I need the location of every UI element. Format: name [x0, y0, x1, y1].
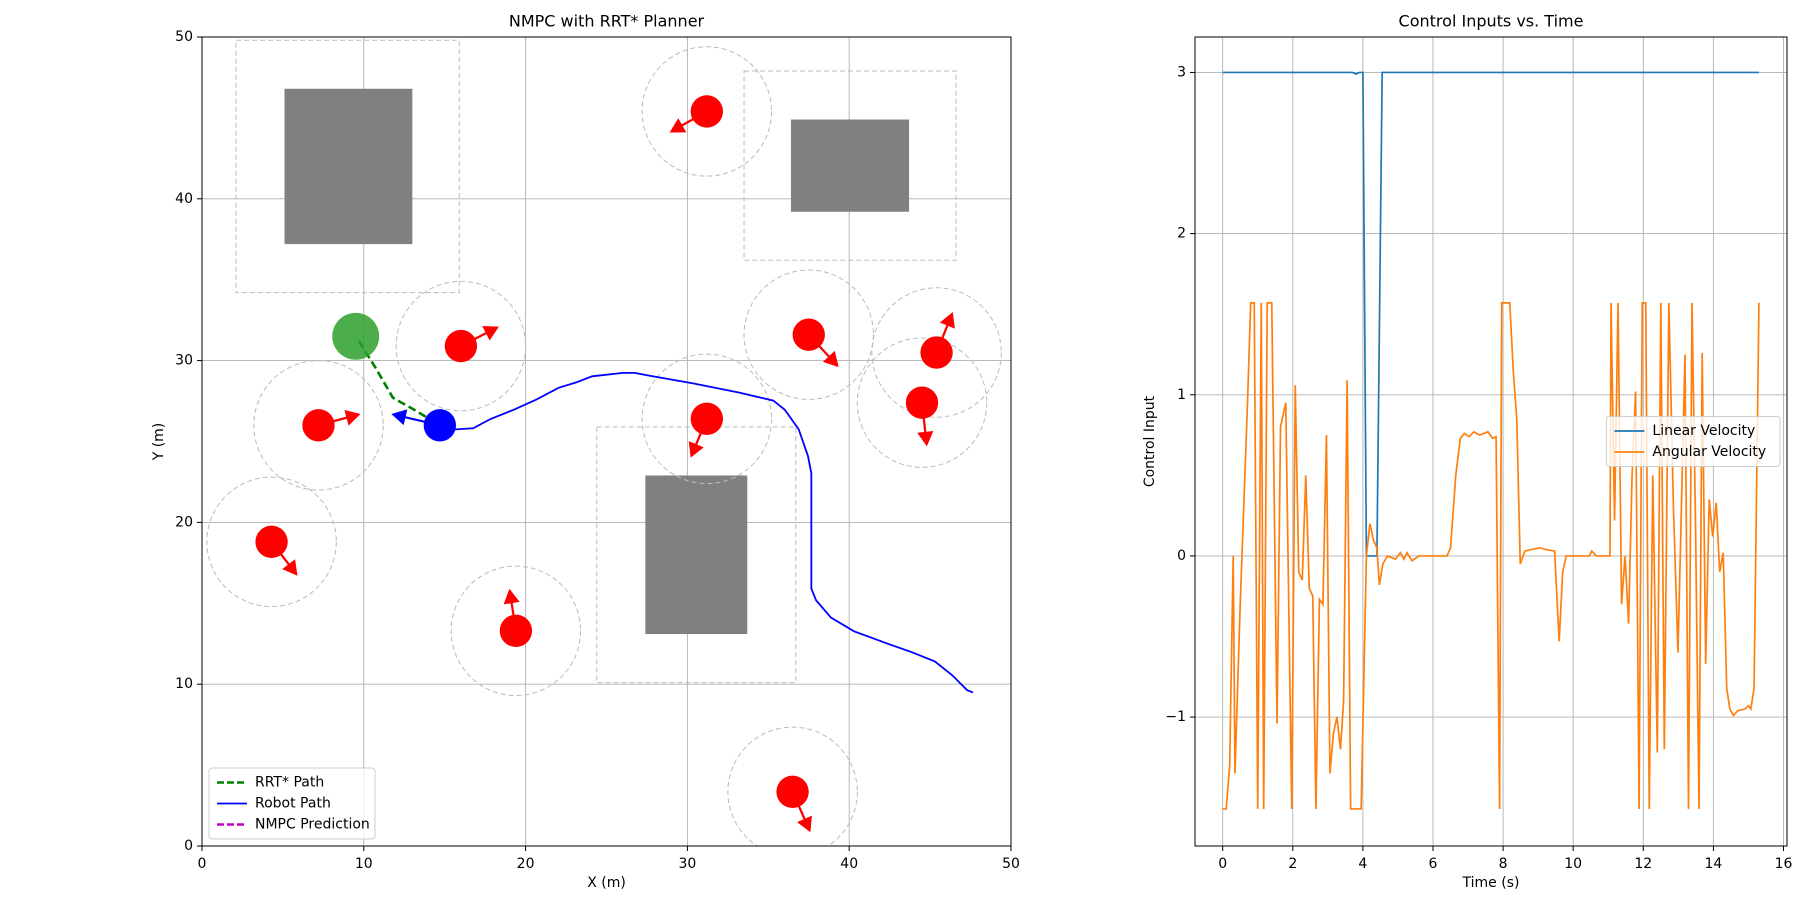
legend-label: NMPC Prediction	[255, 817, 370, 833]
x-tick-label: 6	[1429, 856, 1438, 872]
x-tick-label: 30	[678, 856, 696, 872]
safety-zone	[871, 287, 1002, 418]
inflated-boundary	[235, 39, 460, 294]
legend-label: Robot Path	[255, 796, 331, 812]
y-axis-label: Control Input	[1142, 395, 1158, 487]
legend-box	[1605, 416, 1781, 467]
data-layer	[206, 39, 1002, 846]
safety-zone	[395, 280, 527, 412]
moving-obstacle	[920, 336, 953, 369]
safety-zone	[727, 726, 858, 846]
y-tick-label: 3	[1177, 64, 1186, 80]
legend-label: Linear Velocity	[1652, 423, 1755, 439]
x-tick-label: 10	[355, 856, 373, 872]
y-tick-label: 20	[175, 514, 193, 530]
x-tick-label: 8	[1499, 856, 1508, 872]
safety-zone	[641, 353, 773, 485]
heading-arrow	[791, 791, 812, 833]
y-tick-label: 50	[175, 29, 193, 45]
heading-arrow	[669, 110, 708, 133]
axes-frame	[1194, 36, 1788, 847]
robot-heading	[391, 409, 441, 427]
legend-label: Angular Velocity	[1652, 444, 1766, 460]
moving-obstacle	[444, 329, 478, 363]
x-tick-label: 2	[1288, 856, 1297, 872]
y-tick-label: 0	[184, 838, 193, 854]
x-tick-label: 40	[840, 856, 858, 872]
heading-arrow	[460, 326, 499, 348]
y-tick-label: 40	[175, 191, 193, 207]
legend-label: RRT* Path	[255, 775, 324, 791]
x-tick-label: 12	[1634, 856, 1652, 872]
chart-title: Control Inputs vs. Time	[1399, 12, 1584, 31]
x-tick-label: 14	[1704, 856, 1722, 872]
x-tick-label: 4	[1358, 856, 1367, 872]
heading-arrow	[503, 588, 520, 631]
x-tick-label: 20	[517, 856, 535, 872]
heading-arrow	[688, 418, 708, 458]
heading-arrow	[917, 402, 934, 447]
legend-box	[208, 767, 376, 840]
x-axis-label: X (m)	[587, 875, 626, 891]
obstacle	[790, 119, 910, 212]
obstacle	[284, 88, 413, 245]
heading-arrow	[807, 333, 839, 368]
moving-obstacle	[499, 614, 533, 647]
heading-arrow	[270, 541, 298, 576]
heading-arrow	[318, 409, 361, 427]
x-tick-label: 0	[198, 856, 207, 872]
x-axis-label: Time (s)	[1462, 875, 1520, 891]
x-tick-label: 0	[1218, 856, 1227, 872]
x-tick-label: 50	[1002, 856, 1020, 872]
axes-frame	[201, 36, 1012, 847]
inflated-boundary	[743, 70, 957, 261]
y-tick-label: 2	[1177, 226, 1186, 242]
legend: Linear Velocity Angular Velocity	[1605, 416, 1781, 467]
data-layer	[1222, 71, 1760, 810]
y-tick-label: 30	[175, 353, 193, 369]
x-tick-label: 10	[1564, 856, 1582, 872]
y-tick-label: −1	[1165, 709, 1186, 725]
legend: RRT* Path Robot Path NMPC Prediction	[208, 767, 376, 840]
x-tick-label: 16	[1775, 856, 1793, 872]
safety-zone	[641, 46, 773, 177]
safety-zone	[450, 565, 582, 697]
heading-arrow	[935, 312, 955, 353]
obstacle	[645, 475, 748, 635]
safety-zone	[856, 337, 988, 468]
line	[1222, 302, 1760, 810]
safety-zone	[206, 476, 337, 608]
y-tick-label: 10	[175, 676, 193, 692]
line	[1222, 71, 1759, 557]
safety-zone	[743, 269, 874, 400]
path-line	[357, 340, 441, 427]
goal	[332, 312, 380, 360]
y-tick-label: 0	[1177, 548, 1186, 564]
safety-zone	[253, 360, 384, 491]
chart-title: NMPC with RRT* Planner	[509, 12, 705, 31]
y-axis-label: Y (m)	[151, 423, 167, 462]
y-tick-label: 1	[1177, 387, 1186, 403]
path-line	[439, 371, 974, 694]
